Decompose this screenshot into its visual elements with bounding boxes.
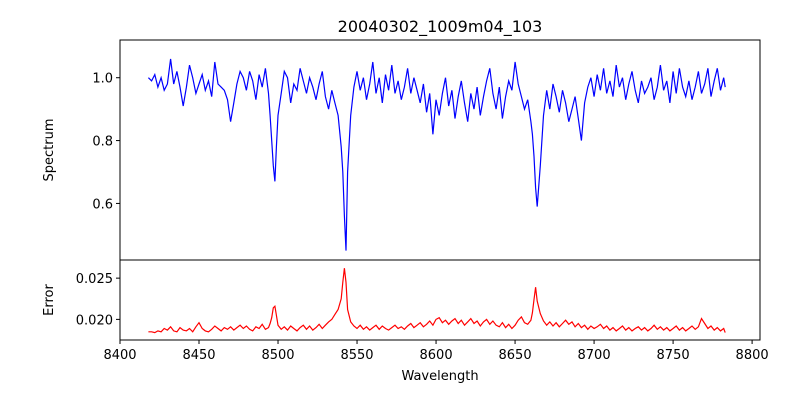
spectrum-y-axis-label: Spectrum bbox=[42, 119, 57, 182]
error-series-line bbox=[148, 268, 726, 334]
error-y-axis-label: Error bbox=[42, 284, 57, 316]
x-tick-label-4: 8600 bbox=[420, 348, 453, 363]
x-tick-label-5: 8650 bbox=[499, 348, 532, 363]
x-axis-label: Wavelength bbox=[401, 369, 478, 384]
x-tick-label-1: 8450 bbox=[182, 348, 215, 363]
error-axes-frame bbox=[119, 259, 761, 341]
spectrum-y-tick-label-2: 1.0 bbox=[92, 72, 113, 87]
spectrum-panel: 0.6 0.8 1.0 Spectrum bbox=[42, 39, 761, 261]
spectrum-series-line bbox=[147, 58, 726, 251]
x-axis-ticks: 8400 8450 8500 8550 8600 8650 8700 8750 8800 bbox=[103, 340, 769, 363]
x-tick-label-6: 8700 bbox=[578, 348, 611, 363]
spectrum-y-tick-label-0: 0.6 bbox=[92, 197, 113, 212]
x-tick-label-8: 8800 bbox=[736, 348, 769, 363]
error-y-tick-label-0: 0.020 bbox=[76, 313, 113, 328]
x-tick-label-2: 8500 bbox=[261, 348, 294, 363]
x-tick-label-3: 8550 bbox=[340, 348, 373, 363]
spectrum-y-ticks: 0.6 0.8 1.0 bbox=[92, 72, 120, 212]
error-panel: 0.020 0.025 Error bbox=[42, 259, 761, 341]
error-y-ticks: 0.020 0.025 bbox=[76, 272, 120, 328]
x-tick-label-7: 8750 bbox=[657, 348, 690, 363]
x-tick-label-0: 8400 bbox=[103, 348, 136, 363]
spectrum-y-tick-label-1: 0.8 bbox=[92, 135, 113, 150]
chart-title: 20040302_1009m04_103 bbox=[338, 17, 543, 37]
error-y-tick-label-1: 0.025 bbox=[76, 272, 113, 287]
